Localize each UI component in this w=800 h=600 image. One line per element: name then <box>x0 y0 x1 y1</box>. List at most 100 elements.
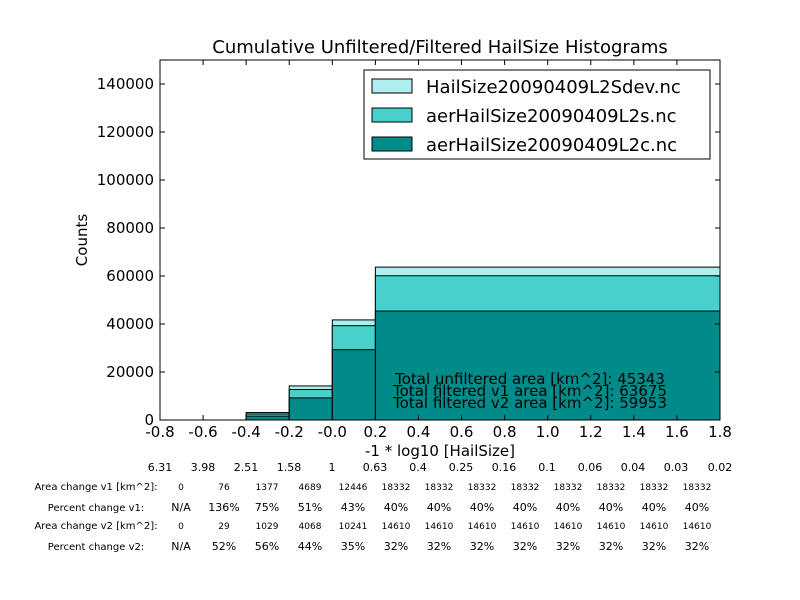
legend-label: HailSize20090409L2Sdev.nc <box>426 77 681 98</box>
table-cell: 40% <box>427 501 451 514</box>
legend-swatch <box>371 107 413 123</box>
hail-size-label: 0.1 <box>538 461 556 474</box>
table-cell: 40% <box>556 501 580 514</box>
hail-size-label: 6.31 <box>148 461 173 474</box>
table-cell: 14610 <box>511 522 540 532</box>
hail-size-row: 6.31 3.98 2.51 1.58 1 0.63 0.4 0.25 0.16 0.1 0.06 0… <box>148 461 733 474</box>
hail-size-label: 0.16 <box>492 461 517 474</box>
table-row-label: Percent change v1: <box>48 503 144 514</box>
legend-box <box>363 69 711 160</box>
x-axis: -0.8 -0.6 -0.4 -0.2 -0.0 0.2 0.4 0.6 0.8 1.0 1.2 1.… <box>145 60 732 441</box>
table-cell: 32% <box>599 540 623 553</box>
table-cell: 76 <box>218 483 230 493</box>
table-cell: 40% <box>470 501 494 514</box>
x-tick-label: 1.6 <box>665 423 689 441</box>
table-cell: 52% <box>212 540 236 553</box>
table-cell: 18332 <box>382 483 411 493</box>
table-cell: 1029 <box>256 522 279 532</box>
hail-size-label: 0.06 <box>578 461 603 474</box>
x-tick-label: 0.8 <box>493 423 517 441</box>
table-cell: 32% <box>470 540 494 553</box>
y-tick-label: 100000 <box>97 171 154 189</box>
annotations: Total unfiltered area [km^2]: 45343Total… <box>392 370 667 412</box>
table-cell: 35% <box>341 540 365 553</box>
stats-table: Area change v1 [km^2]: 0 76 1377 4689 12446 18… <box>34 482 711 553</box>
y-tick-label: 80000 <box>106 219 154 237</box>
table-cell: 18332 <box>425 483 454 493</box>
table-cell: 56% <box>255 540 279 553</box>
y-tick-label: 20000 <box>106 363 154 381</box>
histogram-bar <box>245 415 290 421</box>
histogram-bar <box>331 349 376 421</box>
x-axis-label: -1 * log10 [HailSize] <box>365 442 515 460</box>
x-tick-label: -0.4 <box>232 423 261 441</box>
x-tick-label: 1.2 <box>579 423 603 441</box>
table-cell: 1377 <box>256 483 279 493</box>
histogram-bar <box>374 310 721 421</box>
hail-size-label: 1.58 <box>277 461 302 474</box>
legend-swatch <box>371 136 413 152</box>
x-tick-label: -0.8 <box>145 423 174 441</box>
hail-size-label: 0.04 <box>621 461 646 474</box>
table-cell: 32% <box>685 540 709 553</box>
area-annotation: Total filtered v1 area [km^2]: 63675 <box>392 382 667 400</box>
table-row-label: Area change v2 [km^2]: <box>34 521 157 532</box>
hail-size-label: 0.63 <box>363 461 388 474</box>
table-cell: 18332 <box>683 483 712 493</box>
y-tick-label: 0 <box>144 411 154 429</box>
y-axis: 0 20000 40000 60000 80000 100000 120000 140000 <box>97 75 720 429</box>
table-cell: 75% <box>255 501 279 514</box>
y-tick-label: 40000 <box>106 315 154 333</box>
table-cell: 14610 <box>597 522 626 532</box>
table-cell: 32% <box>556 540 580 553</box>
table-cell: 40% <box>513 501 537 514</box>
table-cell: 136% <box>208 501 239 514</box>
table-cell: 14610 <box>683 522 712 532</box>
table-cell: 18332 <box>554 483 583 493</box>
hail-size-label: 0.25 <box>449 461 474 474</box>
table-cell: 18332 <box>511 483 540 493</box>
x-tick-label: 1.4 <box>622 423 646 441</box>
area-annotation: Total unfiltered area [km^2]: 45343 <box>394 370 665 388</box>
table-cell: 29 <box>218 522 230 532</box>
x-tick-label: -0.0 <box>318 423 347 441</box>
x-tick-label: 0.2 <box>363 423 387 441</box>
histogram-bar <box>288 397 333 421</box>
x-tick-label: 1.0 <box>536 423 560 441</box>
hail-size-label: 2.51 <box>234 461 259 474</box>
table-cell: 14610 <box>425 522 454 532</box>
table-cell: 0 <box>178 522 184 532</box>
table-cell: 18332 <box>597 483 626 493</box>
table-cell: N/A <box>171 540 191 553</box>
y-tick-label: 60000 <box>106 267 154 285</box>
table-cell: 32% <box>384 540 408 553</box>
table-cell: 32% <box>642 540 666 553</box>
table-cell: 4689 <box>299 483 322 493</box>
legend-swatch <box>371 78 413 94</box>
hail-size-label: 0.02 <box>708 461 733 474</box>
table-cell: 44% <box>298 540 322 553</box>
table-cell: 14610 <box>468 522 497 532</box>
table-cell: 43% <box>341 501 365 514</box>
y-axis-label: Counts <box>73 214 91 267</box>
hail-size-label: 3.98 <box>191 461 216 474</box>
table-cell: 18332 <box>640 483 669 493</box>
hail-size-label: 0.4 <box>409 461 427 474</box>
y-tick-label: 120000 <box>97 123 154 141</box>
table-cell: 12446 <box>339 483 368 493</box>
area-annotation: Total filtered v2 area [km^2]: 59953 <box>392 394 667 412</box>
table-cell: 51% <box>298 501 322 514</box>
x-tick-label: -0.2 <box>275 423 304 441</box>
table-cell: 40% <box>384 501 408 514</box>
table-cell: 40% <box>685 501 709 514</box>
plot-bars <box>245 266 721 421</box>
table-row-label: Percent change v2: <box>48 542 144 553</box>
table-cell: 14610 <box>554 522 583 532</box>
x-tick-label: -0.6 <box>188 423 217 441</box>
legend: HailSize20090409L2Sdev.nc aerHailSize2009… <box>363 69 711 160</box>
table-cell: 14610 <box>382 522 411 532</box>
table-row-label: Area change v1 [km^2]: <box>34 482 157 493</box>
hail-size-label: 1 <box>329 461 336 474</box>
table-cell: 32% <box>427 540 451 553</box>
